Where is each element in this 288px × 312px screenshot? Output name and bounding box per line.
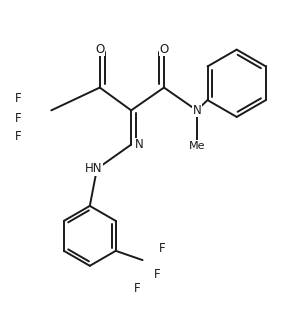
Text: N: N [135, 138, 144, 151]
Text: F: F [15, 92, 22, 105]
Text: F: F [134, 282, 140, 295]
Text: Me: Me [189, 141, 205, 151]
Text: F: F [15, 129, 22, 143]
Text: F: F [159, 242, 166, 255]
Text: F: F [154, 268, 160, 281]
Text: F: F [15, 112, 22, 125]
Text: N: N [192, 104, 201, 117]
Text: O: O [159, 42, 168, 56]
Text: O: O [95, 42, 105, 56]
Text: HN: HN [85, 162, 103, 175]
